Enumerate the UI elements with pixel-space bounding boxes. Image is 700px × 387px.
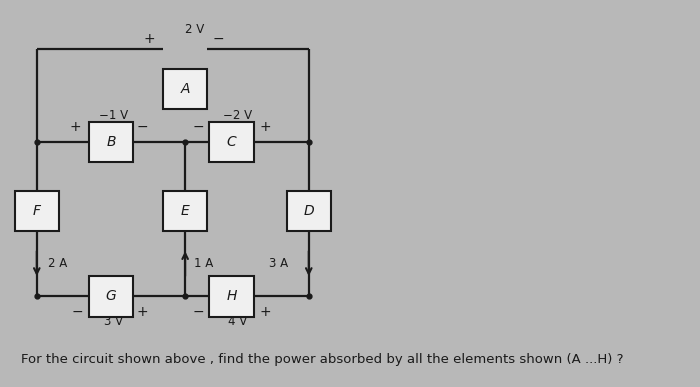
- Text: 3 V: 3 V: [104, 315, 124, 328]
- Bar: [209, 276, 254, 317]
- Text: C: C: [227, 135, 237, 149]
- Bar: [163, 68, 207, 109]
- Text: +: +: [69, 120, 81, 134]
- Text: 1 A: 1 A: [195, 257, 214, 270]
- Bar: [89, 276, 133, 317]
- Text: −1 V: −1 V: [99, 109, 129, 122]
- Text: +: +: [259, 120, 271, 134]
- Bar: [15, 191, 59, 231]
- Text: 3 A: 3 A: [269, 257, 288, 270]
- Text: −: −: [72, 305, 83, 319]
- Text: B: B: [106, 135, 116, 149]
- Text: −2 V: −2 V: [223, 109, 252, 122]
- Text: −: −: [213, 32, 224, 46]
- Text: F: F: [33, 204, 41, 217]
- Text: 2 A: 2 A: [48, 257, 67, 270]
- Text: For the circuit shown above , find the power absorbed by all the elements shown : For the circuit shown above , find the p…: [21, 353, 624, 366]
- Text: 4 V: 4 V: [228, 315, 247, 328]
- Text: G: G: [106, 289, 116, 303]
- Text: A: A: [181, 82, 190, 96]
- Bar: [89, 122, 133, 162]
- Bar: [163, 191, 207, 231]
- Text: +: +: [144, 32, 155, 46]
- Text: E: E: [181, 204, 190, 217]
- Text: −: −: [193, 120, 204, 134]
- Text: +: +: [259, 305, 271, 319]
- Text: H: H: [226, 289, 237, 303]
- Text: 2 V: 2 V: [185, 23, 204, 36]
- Text: D: D: [304, 204, 314, 217]
- Text: +: +: [136, 305, 148, 319]
- Text: −: −: [193, 305, 204, 319]
- Bar: [286, 191, 331, 231]
- Text: −: −: [136, 120, 148, 134]
- Bar: [209, 122, 254, 162]
